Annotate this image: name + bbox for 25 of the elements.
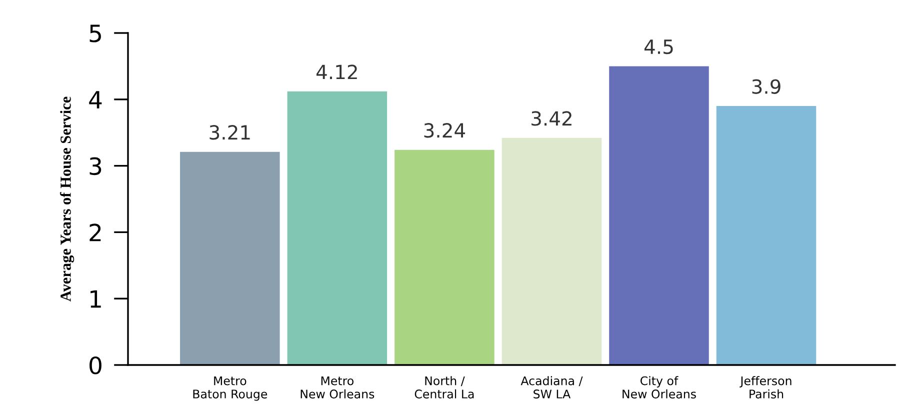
data-label: 3.21 xyxy=(210,125,250,140)
x-tick-label: Jefferson Parish xyxy=(740,376,792,398)
y-tick-label: 3 xyxy=(90,157,102,176)
y-tick-label: 2 xyxy=(90,224,101,242)
bar xyxy=(502,138,602,365)
x-tick-label: Metro Baton Rouge xyxy=(193,376,268,401)
x-tick-label: North / Central La xyxy=(414,376,474,398)
data-label: 3.9 xyxy=(752,79,780,94)
y-axis-title: Average Years of House Service xyxy=(60,96,74,302)
x-tick-label: City of New Orleans xyxy=(622,376,696,398)
data-label: 4.12 xyxy=(316,64,357,80)
y-tick-label: 1 xyxy=(90,290,101,308)
y-tick-label: 4 xyxy=(89,91,102,108)
x-tick-label: Metro New Orleans xyxy=(300,376,374,398)
x-tick-label: Acadiana / SW LA xyxy=(520,376,583,398)
y-tick-label: 0 xyxy=(90,356,102,374)
y-tick-label: 5 xyxy=(90,24,101,42)
data-label: 3.42 xyxy=(532,111,572,126)
bar xyxy=(180,152,280,365)
data-label: 4.5 xyxy=(644,40,673,54)
bar xyxy=(609,66,709,365)
bar xyxy=(716,106,816,365)
bar xyxy=(287,91,388,365)
data-label: 3.24 xyxy=(424,123,466,138)
bar xyxy=(394,150,494,365)
